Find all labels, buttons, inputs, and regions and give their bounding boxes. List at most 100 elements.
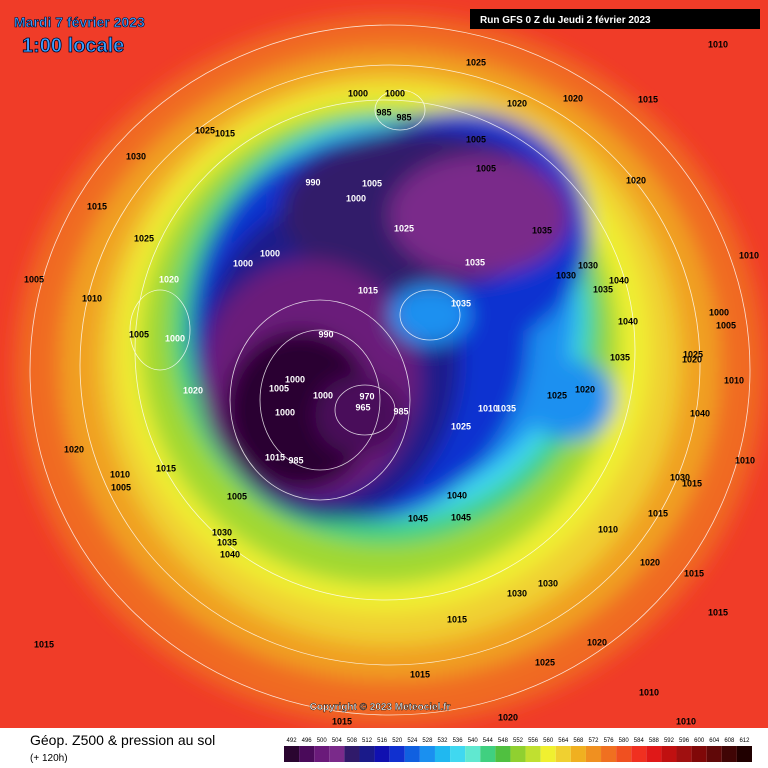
colorbar-label: 600 (694, 738, 705, 744)
colorbar-label: 604 (709, 738, 720, 744)
pressure-label: 1025 (451, 421, 471, 431)
pressure-label: 1010 (110, 469, 130, 479)
pressure-label: 1030 (556, 270, 576, 280)
pressure-label: 985 (376, 107, 391, 117)
colorbar-label: 504 (332, 738, 343, 744)
colorbar-label: 592 (664, 738, 675, 744)
pressure-label: 1025 (134, 233, 154, 243)
colorbar-swatch (314, 746, 330, 762)
colorbar-label: 516 (377, 738, 388, 744)
colorbar-swatch (284, 746, 300, 762)
pressure-label: 1025 (466, 57, 486, 67)
colorbar-swatch (525, 746, 541, 762)
colorbar-swatch (601, 746, 617, 762)
colorbar-swatch (465, 746, 481, 762)
pressure-label: 1045 (408, 513, 428, 523)
colorbar-label: 568 (573, 738, 584, 744)
pressure-label: 965 (355, 402, 370, 412)
pressure-label: 1030 (126, 151, 146, 161)
pressure-label: 1025 (547, 390, 567, 400)
colorbar-label: 508 (347, 738, 358, 744)
colorbar-swatch (404, 746, 420, 762)
pressure-label: 1010 (639, 687, 659, 697)
colorbar-label: 528 (422, 738, 433, 744)
pressure-label: 1010 (598, 524, 618, 534)
pressure-label: 1010 (708, 39, 728, 49)
pressure-label: 1010 (676, 716, 696, 726)
pressure-label: 1015 (648, 508, 668, 518)
colorbar-swatch (616, 746, 632, 762)
pressure-label: 1025 (683, 349, 703, 359)
isobars (29, 24, 751, 716)
colorbar-label: 548 (498, 738, 509, 744)
pressure-label: 1000 (233, 258, 253, 268)
pressure-label: 985 (396, 112, 411, 122)
pressure-label: 1015 (358, 285, 378, 295)
pressure-label: 1030 (670, 472, 690, 482)
colorbar-swatch (480, 746, 496, 762)
colorbar-swatch (570, 746, 586, 762)
pressure-label: 990 (318, 329, 333, 339)
pressure-label: 1015 (34, 639, 54, 649)
pressure-label: 1040 (609, 275, 629, 285)
colorbar-label: 560 (543, 738, 554, 744)
pressure-label: 1020 (682, 354, 702, 364)
pressure-label: 1040 (618, 316, 638, 326)
pressure-label: 1010 (735, 455, 755, 465)
colorbar-swatch (676, 746, 692, 762)
colorbar-label: 572 (588, 738, 599, 744)
pressure-label: 1005 (24, 274, 44, 284)
pressure-label: 990 (305, 177, 320, 187)
pressure-label: 1015 (410, 669, 430, 679)
pressure-label: 1020 (563, 93, 583, 103)
colorbar-label: 492 (287, 738, 298, 744)
geopotential-field (15, 15, 765, 725)
pressure-label: 1035 (451, 298, 471, 308)
pressure-label: 1040 (220, 549, 240, 559)
pressure-label: 1020 (159, 274, 179, 284)
pressure-label: 1015 (215, 128, 235, 138)
colorbar-swatch (510, 746, 526, 762)
colorbar-swatch (450, 746, 466, 762)
pressure-label: 1000 (285, 374, 305, 384)
colorbar-swatch (540, 746, 556, 762)
pressure-label: 1010 (724, 375, 744, 385)
colorbar-label: 536 (453, 738, 464, 744)
colorbar-label: 564 (558, 738, 569, 744)
pressure-label: 1000 (346, 193, 366, 203)
pressure-label: 1000 (709, 307, 729, 317)
pressure-label: 1025 (394, 223, 414, 233)
pressure-label: 970 (359, 391, 374, 401)
colorbar-swatch (299, 746, 315, 762)
colorbar-swatch (706, 746, 722, 762)
pressure-label: 1040 (447, 490, 467, 500)
pressure-label: 1020 (498, 712, 518, 722)
pressure-label: 1030 (212, 527, 232, 537)
pressure-label: 1005 (227, 491, 247, 501)
pressure-label: 1005 (111, 482, 131, 492)
pressure-label: 1015 (87, 201, 107, 211)
pressure-label: 1005 (129, 329, 149, 339)
colorbar-swatch (721, 746, 737, 762)
pressure-label: 1020 (626, 175, 646, 185)
colorbar-label: 580 (619, 738, 630, 744)
pressure-label: 985 (393, 406, 408, 416)
run-box (470, 9, 760, 29)
pressure-label: 1030 (507, 588, 527, 598)
colorbar-label: 512 (362, 738, 373, 744)
pressure-label: 1030 (538, 578, 558, 588)
colorbar-swatch (434, 746, 451, 762)
colorbar-swatch (329, 746, 345, 762)
pressure-label: 1005 (466, 134, 486, 144)
run: Run GFS 0 Z du Jeudi 2 février 2023 (480, 15, 651, 26)
colorbar-swatch (646, 746, 662, 762)
pressure-label: 1020 (183, 385, 203, 395)
pressure-label: 1010 (739, 250, 759, 260)
colorbar-label: 532 (438, 738, 449, 744)
colorbar-swatch (344, 746, 360, 762)
pressure-label: 1020 (64, 444, 84, 454)
colorbar-label: 520 (392, 738, 403, 744)
colorbar-label: 584 (634, 738, 645, 744)
